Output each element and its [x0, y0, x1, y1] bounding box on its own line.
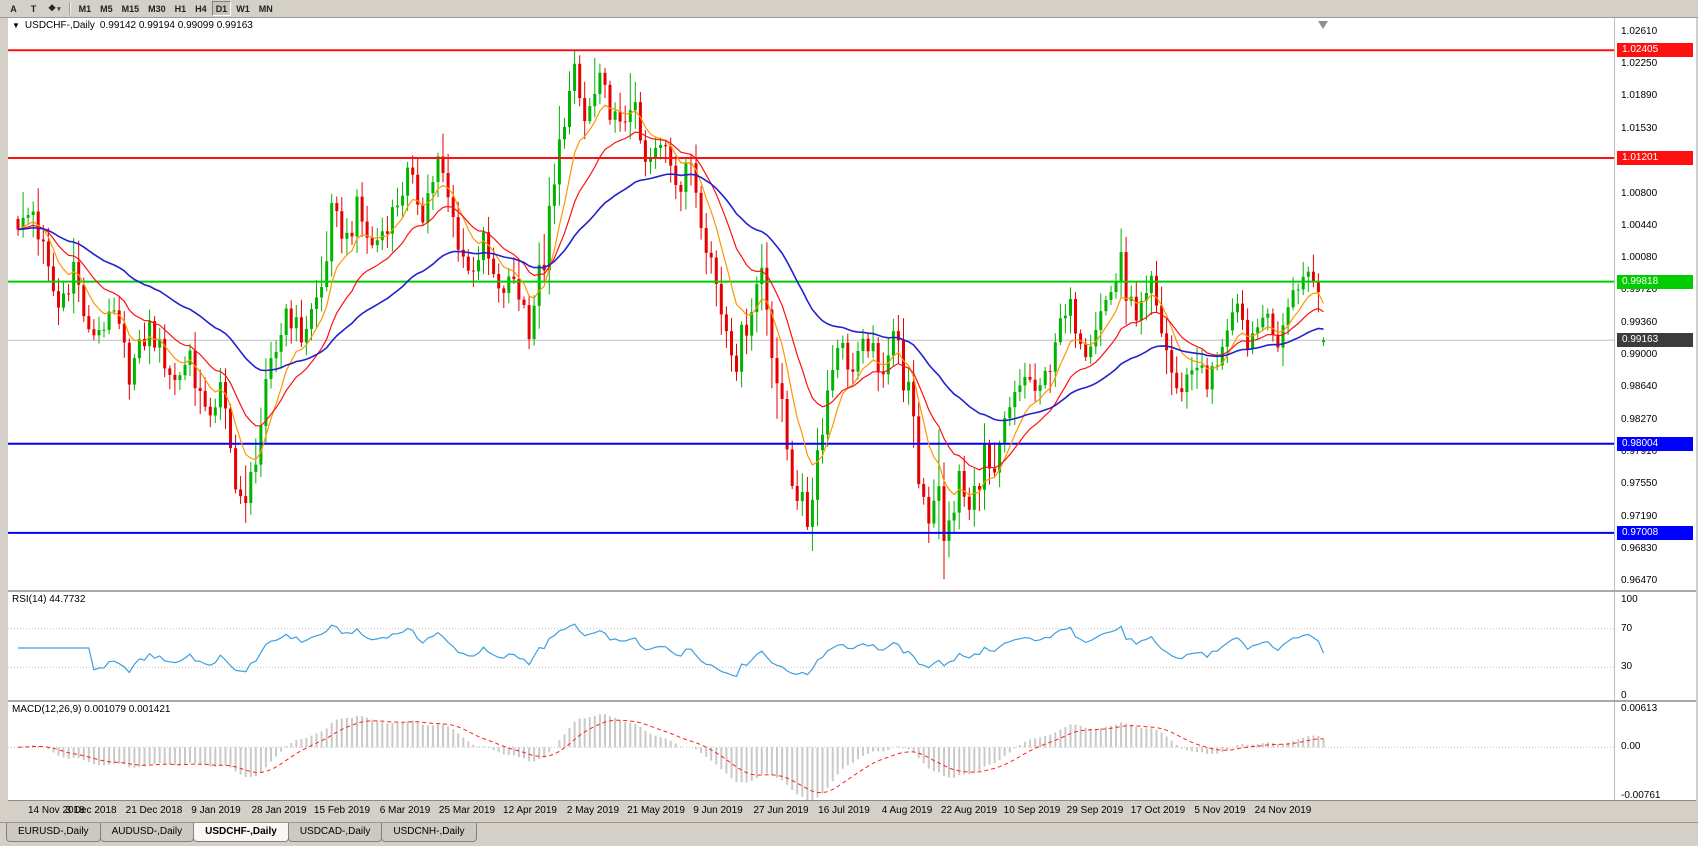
chart-ohlc-values: 0.99142 0.99194 0.99099 0.99163 — [99, 20, 253, 31]
date-tick-label: 29 Sep 2019 — [1066, 805, 1124, 816]
toolbar-separator — [68, 2, 71, 15]
rsi-tick-label: 30 — [1621, 661, 1633, 672]
rsi-title: RSI(14) 44.7732 — [12, 594, 85, 605]
drawing-tools-button[interactable]: ❖ ▾ — [44, 1, 65, 16]
timeframe-d1-button[interactable]: D1 — [211, 1, 232, 16]
date-tick-label: 27 Jun 2019 — [753, 805, 809, 816]
macd-panel: MACD(12,26,9) 0.001079 0.001421 0.00613 0… — [8, 700, 1696, 800]
chart-tab-usdcad[interactable]: USDCAD-,Daily — [287, 823, 383, 842]
arrow-tool-button[interactable]: A — [10, 3, 17, 14]
timeframe-buttons: M1 M5 M15 M30 H1 H4 D1 W1 MN — [75, 1, 277, 16]
macd-plot[interactable]: MACD(12,26,9) 0.001079 0.001421 — [8, 702, 1614, 800]
timeframe-m5-button[interactable]: M5 — [100, 3, 113, 14]
rsi-tick-label: 70 — [1621, 623, 1633, 634]
date-tick-label: 21 Dec 2018 — [125, 805, 183, 816]
price-tick-label: 0.98640 — [1621, 381, 1658, 392]
date-tick-label: 14 Nov 2018 — [28, 805, 85, 816]
price-tick-label: 0.97910 — [1621, 446, 1658, 457]
candlestick-chart[interactable] — [8, 18, 1614, 590]
timeframe-h1-button[interactable]: H1 — [174, 3, 187, 14]
main-chart-panel: ▼ USDCHF-,Daily 0.99142 0.99194 0.99099 … — [8, 18, 1696, 590]
price-tick-label: 1.00800 — [1621, 188, 1658, 199]
date-tick-label: 15 Feb 2019 — [313, 805, 371, 816]
main-price-scale[interactable]: 1.02610 1.02250 1.01890 1.01530 1.00800 1.004… — [1614, 18, 1696, 590]
rsi-label: RSI(14) 44.7732 — [12, 594, 86, 605]
timeframe-mn-button[interactable]: MN — [258, 3, 273, 14]
date-tick-label: 25 Mar 2019 — [438, 805, 496, 816]
dropdown-caret-icon: ▾ — [57, 5, 61, 13]
price-tick-label: 1.00440 — [1621, 220, 1658, 231]
pivot-price-label: 0.99818 — [1617, 275, 1693, 289]
chart-title: ▼ USDCHF-,Daily 0.99142 0.99194 0.99099 … — [12, 20, 253, 31]
rsi-plot[interactable]: RSI(14) 44.7732 — [8, 592, 1614, 700]
timeframe-w1-button[interactable]: W1 — [236, 3, 250, 14]
timeframe-h4-button[interactable]: H4 — [195, 3, 207, 14]
macd-title: MACD(12,26,9) 0.001079 0.001421 — [12, 704, 170, 715]
macd-scale[interactable]: 0.00613 0.00 -0.00761 — [1614, 702, 1696, 800]
date-tick-label: 2 May 2019 — [566, 805, 620, 816]
date-tick-label: 12 Apr 2019 — [503, 805, 557, 816]
chart-tabs-bar: EURUSD-,Daily AUDUSD-,Daily USDCHF-,Daily U… — [0, 822, 1698, 846]
toolbar: A T ❖ ▾ M1 M5 M15 M30 H1 H4 D1 W1 MN — [0, 0, 1698, 18]
price-tick-label: 0.96470 — [1621, 575, 1658, 586]
date-tick-label: 28 Jan 2019 — [251, 805, 307, 816]
text-tool-button[interactable]: T — [30, 3, 37, 14]
timeframe-m15-button[interactable]: M15 — [121, 3, 140, 14]
resistance-price-label: 1.01201 — [1617, 151, 1693, 165]
price-tick-label: 0.99000 — [1621, 349, 1658, 360]
date-tick-label: 16 Jul 2019 — [818, 805, 870, 816]
timeframe-m30-button[interactable]: M30 — [148, 3, 166, 14]
price-tick-label: 0.99360 — [1621, 317, 1658, 328]
macd-tick-label: -0.00761 — [1621, 790, 1661, 800]
price-tick-label: 0.96830 — [1621, 543, 1658, 554]
main-chart-plot[interactable]: ▼ USDCHF-,Daily 0.99142 0.99194 0.99099 … — [8, 18, 1614, 590]
support-price-label: 0.98004 — [1617, 437, 1693, 451]
price-tick-label: 1.02610 — [1621, 26, 1658, 37]
chart-stack: ▼ USDCHF-,Daily 0.99142 0.99194 0.99099 … — [0, 18, 1698, 822]
timeframe-m1-button[interactable]: M1 — [78, 3, 92, 14]
tool-buttons: A T ❖ ▾ — [4, 1, 65, 16]
chart-tab-usdcnh[interactable]: USDCNH-,Daily — [381, 823, 477, 842]
macd-tick-label: 0.00 — [1621, 741, 1641, 752]
macd-chart[interactable] — [8, 702, 1614, 800]
date-tick-label: 9 Jan 2019 — [191, 805, 241, 816]
price-tick-label: 0.99720 — [1621, 284, 1658, 295]
date-tick-label: 9 Jun 2019 — [693, 805, 743, 816]
date-tick-label: 10 Sep 2019 — [1003, 805, 1061, 816]
price-tick-label: 0.98270 — [1621, 414, 1658, 425]
date-tick-label: 17 Oct 2019 — [1130, 805, 1186, 816]
rsi-scale[interactable]: 100 70 30 0 — [1614, 592, 1696, 700]
date-tick-label: 22 Aug 2019 — [940, 805, 998, 816]
date-tick-label: 5 Nov 2019 — [1194, 805, 1246, 816]
rsi-panel: RSI(14) 44.7732 100 70 30 0 — [8, 590, 1696, 700]
resistance-price-label: 1.02405 — [1617, 43, 1693, 57]
price-tick-label: 1.01890 — [1621, 90, 1658, 101]
chart-tab-audusd[interactable]: AUDUSD-,Daily — [99, 823, 195, 842]
chart-tab-usdchf[interactable]: USDCHF-,Daily — [193, 823, 289, 842]
date-tick-label: 6 Mar 2019 — [379, 805, 431, 816]
chart-tab-eurusd[interactable]: EURUSD-,Daily — [6, 823, 101, 842]
price-tick-label: 1.01530 — [1621, 123, 1658, 134]
support-price-label: 0.97008 — [1617, 526, 1693, 540]
macd-tick-label: 0.00613 — [1621, 703, 1658, 714]
chart-symbol-label: USDCHF-,Daily — [24, 20, 95, 31]
rsi-chart[interactable] — [8, 592, 1614, 700]
date-tick-label: 3 Dec 2018 — [65, 805, 117, 816]
rsi-tick-label: 0 — [1621, 690, 1627, 700]
date-tick-label: 21 May 2019 — [627, 805, 685, 816]
macd-label: MACD(12,26,9) 0.001079 0.001421 — [12, 704, 171, 715]
price-tick-label: 0.97550 — [1621, 478, 1658, 489]
price-tick-label: 1.02250 — [1621, 58, 1658, 69]
expand-arrow-icon[interactable]: ▼ — [12, 20, 20, 30]
shapes-icon: ❖ — [48, 3, 57, 13]
current-price-price-label: 0.99163 — [1617, 333, 1693, 347]
date-tick-label: 24 Nov 2019 — [1254, 805, 1312, 816]
date-tick-label: 4 Aug 2019 — [881, 805, 933, 816]
time-axis[interactable]: 14 Nov 2018 3 Dec 2018 21 Dec 2018 9 Jan 20… — [8, 800, 1696, 822]
price-tick-label: 1.00080 — [1621, 252, 1658, 263]
price-tick-label: 0.97190 — [1621, 511, 1658, 522]
rsi-tick-label: 100 — [1621, 594, 1638, 605]
